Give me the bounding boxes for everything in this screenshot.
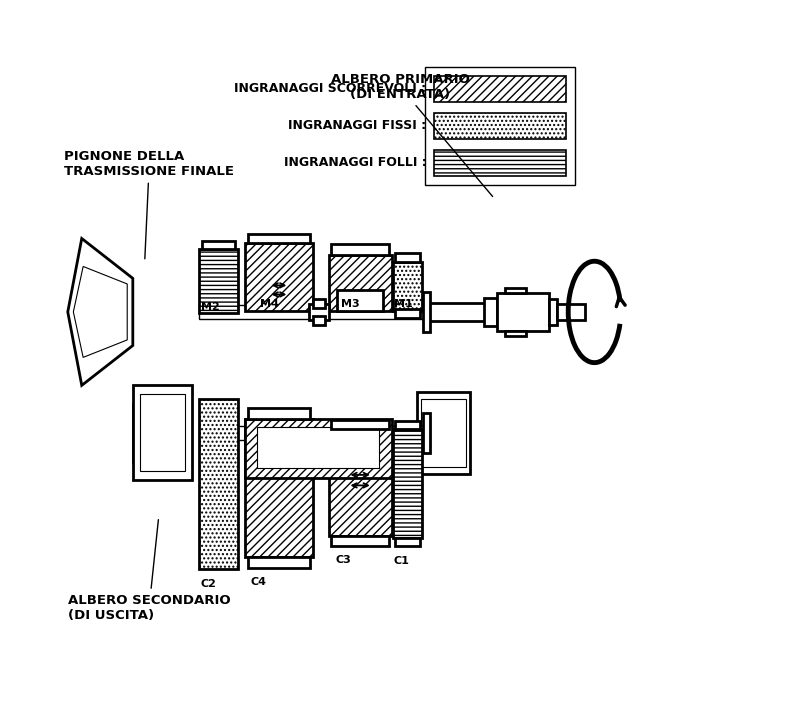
Bar [313, 300, 325, 308]
Bar [247, 558, 310, 568]
Bar [484, 298, 497, 326]
Bar [434, 149, 566, 176]
Text: ALBERO PRIMARIO
(DI ENTRATA): ALBERO PRIMARIO (DI ENTRATA) [330, 73, 493, 197]
Bar [245, 419, 314, 558]
Bar [425, 303, 554, 321]
Text: C4: C4 [250, 577, 266, 587]
Bar [395, 421, 420, 429]
Bar [497, 293, 549, 331]
Bar [423, 413, 430, 453]
Bar [140, 395, 186, 472]
Bar [425, 67, 575, 185]
Bar [329, 429, 392, 537]
Bar [393, 429, 422, 538]
Text: PIGNONE DELLA
TRASMISSIONE FINALE: PIGNONE DELLA TRASMISSIONE FINALE [64, 149, 234, 259]
Bar [505, 288, 526, 293]
Bar [331, 244, 389, 255]
Text: C1: C1 [394, 556, 410, 566]
Bar [199, 249, 238, 313]
Bar [199, 426, 425, 440]
Bar [309, 304, 329, 320]
Text: C3: C3 [336, 555, 351, 565]
Bar [434, 113, 566, 139]
Bar [423, 293, 430, 331]
Bar [395, 309, 420, 317]
Bar [245, 419, 392, 479]
Bar [418, 393, 470, 474]
Bar [558, 304, 586, 320]
Bar [257, 427, 379, 468]
Bar [393, 262, 422, 310]
Text: M4: M4 [260, 299, 279, 309]
Text: INGRANAGGI SCORREVOLI :: INGRANAGGI SCORREVOLI : [234, 82, 426, 95]
Text: M2: M2 [201, 302, 219, 312]
Bar [434, 75, 566, 102]
Polygon shape [74, 266, 127, 357]
Bar [313, 316, 325, 324]
Bar [395, 538, 420, 546]
Bar [549, 300, 558, 324]
Bar [245, 243, 314, 310]
Text: INGRANAGGI FOLLI :: INGRANAGGI FOLLI : [284, 157, 426, 169]
Bar [133, 386, 192, 481]
Bar [331, 420, 389, 429]
Bar [421, 399, 466, 467]
Text: M3: M3 [342, 299, 360, 309]
Text: M1: M1 [394, 299, 413, 309]
Bar [505, 331, 526, 336]
Bar [331, 537, 389, 546]
Bar [133, 403, 159, 462]
Bar [199, 305, 425, 319]
Text: C2: C2 [201, 579, 217, 589]
Text: INGRANAGGI FISSI :: INGRANAGGI FISSI : [289, 119, 426, 133]
Polygon shape [68, 238, 133, 386]
Bar [395, 253, 420, 262]
Bar [202, 240, 235, 249]
Bar [329, 255, 392, 310]
Bar [337, 290, 383, 310]
Bar [199, 399, 238, 570]
Bar [247, 408, 310, 419]
Text: ALBERO SECONDARIO
(DI USCITA): ALBERO SECONDARIO (DI USCITA) [68, 520, 230, 622]
Bar [247, 234, 310, 243]
